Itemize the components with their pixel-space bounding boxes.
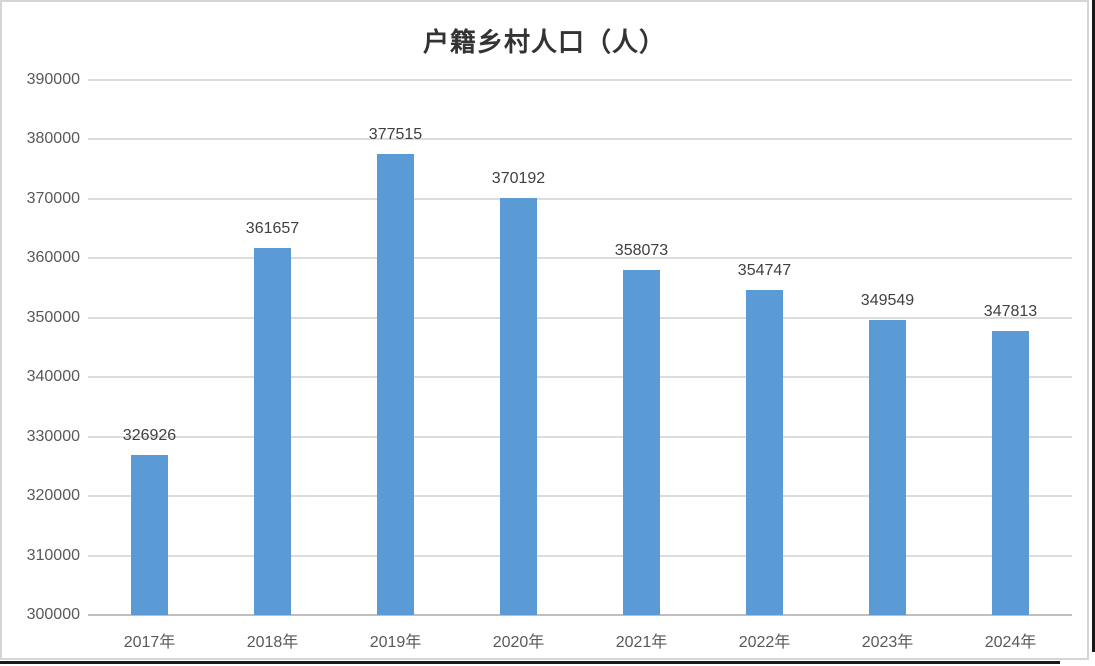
bar-value-label: 377515 <box>368 126 423 144</box>
gridline <box>88 316 1072 319</box>
x-tick-label: 2023年 <box>861 634 914 651</box>
gridline <box>88 435 1072 438</box>
y-tick-label: 320000 <box>26 487 80 505</box>
bar-value-label: 358073 <box>614 241 669 259</box>
bar-value-label: 361657 <box>245 220 300 238</box>
gridline <box>88 376 1072 379</box>
y-tick-label: 300000 <box>26 606 80 623</box>
gridline <box>88 495 1072 498</box>
bar <box>746 289 783 615</box>
bar-value-label: 326926 <box>122 426 177 444</box>
x-tick-label: 2020年 <box>492 634 545 651</box>
chart-title: 户籍乡村人口（人） <box>422 28 666 57</box>
x-tick-label: 2017年 <box>123 634 176 651</box>
plot-area: 326926 361657 377515 370192 358073 354747 3495… <box>88 79 1072 616</box>
y-tick-label: 380000 <box>26 130 80 148</box>
window-edge-bottom <box>0 661 1060 664</box>
bar <box>992 330 1029 615</box>
bar-value-label: 370192 <box>491 169 546 187</box>
x-tick-label: 2022年 <box>738 634 791 651</box>
bar-value-label: 354747 <box>737 261 792 279</box>
gridline <box>88 79 1072 81</box>
x-tick-label: 2018年 <box>246 634 299 651</box>
y-tick-label: 310000 <box>26 546 80 564</box>
y-tick-label: 350000 <box>26 308 80 326</box>
bar <box>500 197 537 615</box>
gridline <box>88 197 1072 200</box>
gridline <box>88 138 1072 141</box>
y-tick-label: 390000 <box>26 71 80 88</box>
y-tick-label: 340000 <box>26 368 80 386</box>
bar-value-label: 347813 <box>983 302 1038 320</box>
x-tick-label: 2021年 <box>615 634 668 651</box>
bar <box>377 154 414 615</box>
bar-value-label: 349549 <box>860 292 915 310</box>
bar <box>623 269 660 615</box>
y-tick-label: 330000 <box>26 427 80 445</box>
bar <box>131 454 168 615</box>
x-tick-label: 2019年 <box>369 634 422 651</box>
y-tick-label: 370000 <box>26 189 80 207</box>
window-edge-right <box>1092 0 1095 652</box>
gridline <box>88 257 1072 260</box>
x-tick-label: 2024年 <box>984 634 1037 651</box>
x-axis-line <box>88 614 1072 616</box>
bar <box>254 248 291 615</box>
y-tick-label: 360000 <box>26 249 80 267</box>
gridline <box>88 554 1072 557</box>
bar <box>869 320 906 615</box>
